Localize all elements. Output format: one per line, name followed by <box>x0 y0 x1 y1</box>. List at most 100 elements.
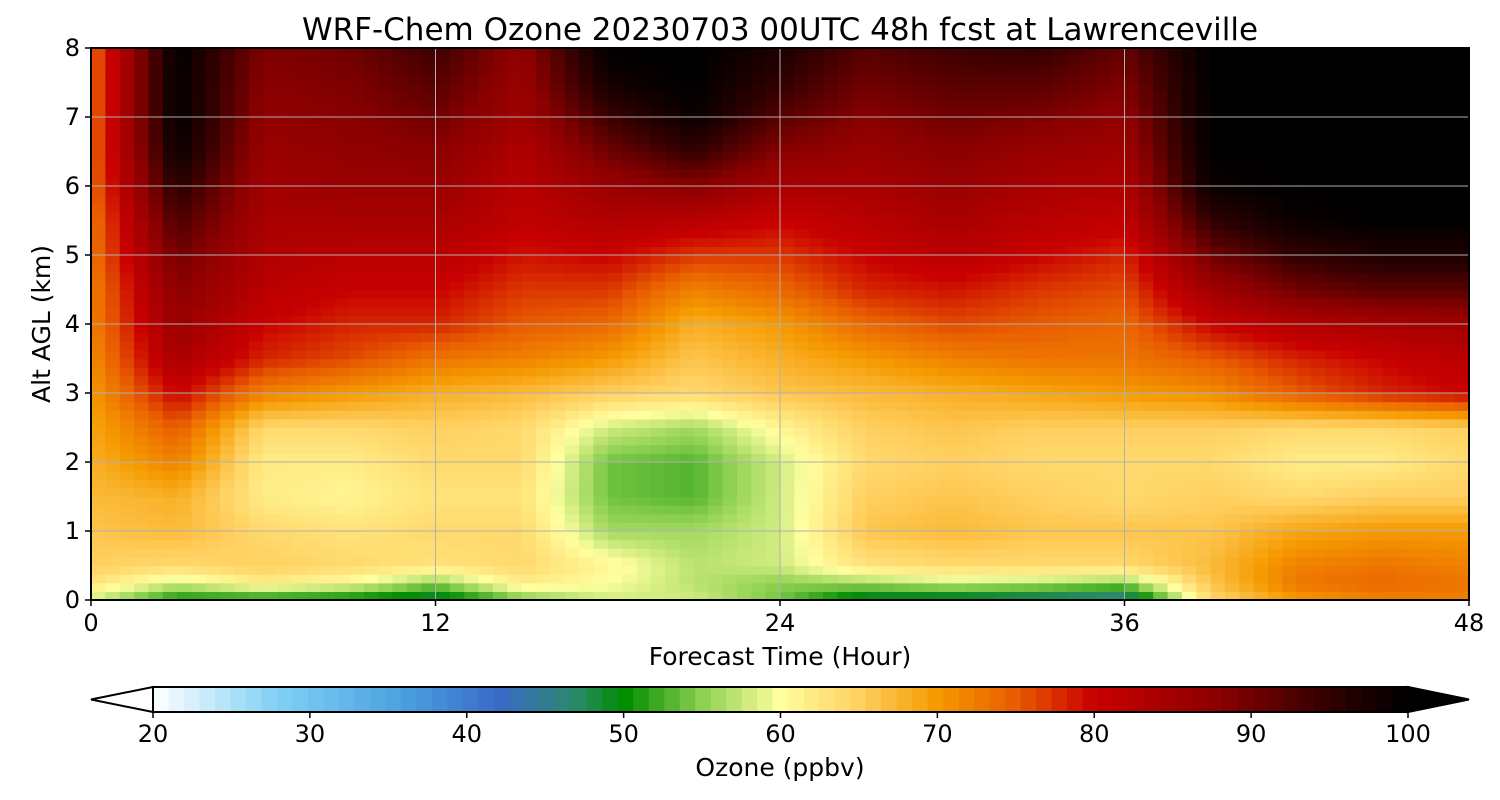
heatmap-cell <box>1253 548 1269 558</box>
heatmap-cell <box>1268 375 1283 385</box>
heatmap-cell <box>1224 194 1240 204</box>
heatmap-cell <box>636 384 652 394</box>
heatmap-cell <box>593 582 609 592</box>
heatmap-cell <box>1354 272 1370 282</box>
heatmap-cell <box>607 332 623 342</box>
heatmap-cell <box>980 591 996 601</box>
heatmap-cell <box>622 315 638 325</box>
heatmap-cell <box>1311 453 1327 463</box>
heatmap-cell <box>1024 306 1039 316</box>
heatmap-cell <box>220 513 236 523</box>
heatmap-cell <box>277 237 293 247</box>
heatmap-cell <box>1153 513 1169 523</box>
heatmap-cell <box>593 427 609 437</box>
heatmap-cell <box>205 513 221 523</box>
heatmap-cell <box>923 548 939 558</box>
heatmap-cell <box>1038 203 1054 213</box>
heatmap-cell <box>220 349 236 360</box>
heatmap-cell <box>1181 211 1197 222</box>
heatmap-cell <box>923 453 939 463</box>
heatmap-cell <box>535 306 551 316</box>
heatmap-cell <box>579 160 594 170</box>
heatmap-cell <box>492 177 508 187</box>
heatmap-cell <box>1282 496 1298 506</box>
heatmap-cell <box>1138 168 1154 178</box>
heatmap-cell <box>579 375 594 385</box>
heatmap-cell <box>1382 324 1398 334</box>
heatmap-cell <box>1210 298 1226 308</box>
heatmap-cell <box>650 393 666 403</box>
heatmap-cell <box>593 272 609 282</box>
heatmap-cell <box>234 280 250 291</box>
heatmap-cell <box>1440 151 1456 161</box>
heatmap-cell <box>765 427 781 437</box>
heatmap-cell <box>1067 229 1083 239</box>
heatmap-cell <box>392 186 408 196</box>
heatmap-cell <box>823 315 839 325</box>
heatmap-cell <box>1354 332 1370 342</box>
heatmap-cell <box>1440 384 1456 394</box>
heatmap-cell <box>1368 565 1384 575</box>
heatmap-cell <box>1268 487 1283 498</box>
heatmap-cell <box>1253 539 1269 549</box>
heatmap-cell <box>1268 332 1283 342</box>
heatmap-cell <box>1339 298 1355 308</box>
heatmap-cell <box>693 487 709 498</box>
heatmap-cell <box>1167 582 1183 592</box>
heatmap-cell <box>636 324 652 334</box>
heatmap-cell <box>1224 487 1240 498</box>
heatmap-cell <box>765 341 781 351</box>
heatmap-cell <box>650 453 666 463</box>
heatmap-cell <box>923 255 939 265</box>
heatmap-cell <box>1440 548 1456 558</box>
heatmap-cell <box>1325 539 1341 549</box>
heatmap-cell <box>1095 255 1111 265</box>
heatmap-cell <box>579 479 594 489</box>
heatmap-cell <box>291 418 307 429</box>
heatmap-cell <box>751 539 767 549</box>
heatmap-cell <box>693 211 709 222</box>
heatmap-cell <box>1368 341 1384 351</box>
heatmap-cell <box>1311 574 1327 584</box>
heatmap-cell <box>220 505 236 515</box>
heatmap-cell <box>464 444 480 454</box>
heatmap-cell <box>894 229 910 239</box>
heatmap-cell <box>205 332 221 342</box>
heatmap-cell <box>837 332 853 342</box>
heatmap-cell <box>952 505 968 515</box>
heatmap-cell <box>1296 358 1312 368</box>
heatmap-cell <box>306 574 322 584</box>
heatmap-cell <box>277 289 293 299</box>
heatmap-cell <box>966 410 982 420</box>
heatmap-cell <box>1124 513 1140 523</box>
heatmap-cell <box>306 203 322 213</box>
heatmap-cell <box>1397 349 1413 360</box>
heatmap-cell <box>780 211 795 222</box>
heatmap-cell <box>449 272 465 282</box>
heatmap-cell <box>607 237 623 247</box>
heatmap-cell <box>1253 470 1269 480</box>
heatmap-cell <box>119 470 135 480</box>
heatmap-cell <box>1411 591 1427 601</box>
heatmap-cell <box>1268 151 1283 161</box>
heatmap-cell <box>335 453 350 463</box>
heatmap-cell <box>291 462 307 472</box>
heatmap-cell <box>593 289 609 299</box>
heatmap-cell <box>1411 436 1427 446</box>
heatmap-cell <box>665 556 681 567</box>
heatmap-cell <box>392 367 408 377</box>
heatmap-cell <box>1052 539 1068 549</box>
heatmap-cell <box>306 263 322 273</box>
heatmap-cell <box>1009 280 1025 291</box>
heatmap-cell <box>248 462 264 472</box>
heatmap-cell <box>1138 177 1154 187</box>
heatmap-cell <box>866 556 882 567</box>
heatmap-cell <box>1354 384 1370 394</box>
heatmap-cell <box>866 565 882 575</box>
heatmap-cell <box>593 332 609 342</box>
heatmap-cell <box>1253 574 1269 584</box>
heatmap-cell <box>1282 332 1298 342</box>
heatmap-cell <box>1052 582 1068 592</box>
heatmap-cell <box>234 160 250 170</box>
heatmap-cell <box>636 367 652 377</box>
